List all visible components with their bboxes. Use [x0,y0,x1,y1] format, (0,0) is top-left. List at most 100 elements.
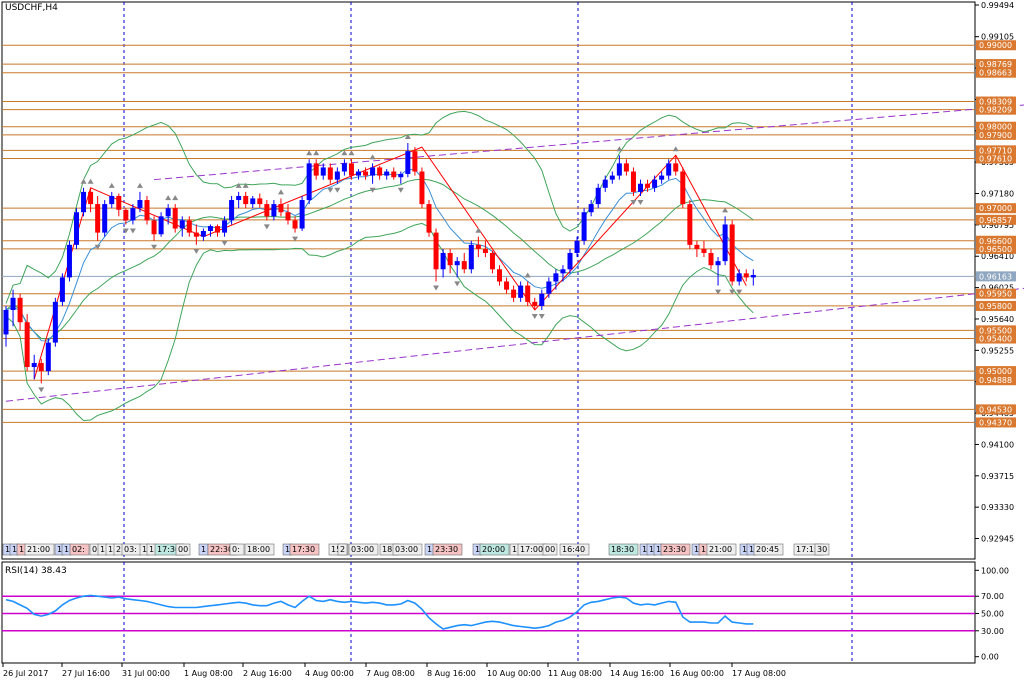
candle-body [229,200,235,221]
x-axis-tick-label: 31 Jul 00:00 [122,669,170,678]
x-axis-tick-label: 10 Aug 00:00 [487,669,541,678]
session-tag-label: 03:00 [351,545,374,554]
y-axis-tick-label: 0.95255 [981,346,1014,355]
session-tag [337,543,348,556]
fractal-down-arrow [454,281,461,287]
y-axis-tick-label: 0.92945 [981,535,1014,544]
price-level-label: 0.98769 [979,60,1012,69]
candle-body [645,183,651,188]
candle-body [250,198,256,205]
rsi-line [5,594,754,630]
session-tag-label: 0 [92,545,97,554]
rsi-y-axis-tick-label: 100.00 [981,566,1009,575]
price-level-label: 0.95500 [979,326,1012,335]
session-tag-label: 1 [5,545,10,554]
price-level-tag [976,153,1016,164]
fractal-down-arrow [531,314,538,320]
session-tag [660,543,691,556]
price-level-label: 0.96500 [979,245,1012,254]
x-axis-tick-label: 17 Aug 08:00 [732,669,786,678]
session-tag-label: 1 [100,545,105,554]
fractal-down-arrow [193,248,200,254]
fractal-down-arrow [327,187,334,193]
candle-body [66,244,72,278]
price-level-tag [976,325,1016,336]
zigzag-line [33,146,747,380]
x-axis-tick-label: 8 Aug 16:00 [427,669,476,678]
session-tag [608,543,639,556]
session-tag-label: 22:30 [210,545,233,554]
candle-body [257,198,263,205]
session-tag-label: 00 [178,545,188,554]
session-tag-label: 1 [57,545,62,554]
session-tag-label: 20:00 [482,545,505,554]
candle-body [701,248,707,253]
session-tag-label: 15: [331,545,344,554]
session-tag-label: 1 [742,545,747,554]
x-axis-tick-label: 16 Aug 00:00 [670,669,724,678]
price-level-label: 0.96857 [979,216,1012,225]
candle-body [137,200,143,209]
price-level-label: 0.94530 [979,405,1012,414]
session-tag [348,543,379,556]
session-tag [69,543,90,556]
session-tag [392,543,423,556]
price-level-tag [976,243,1016,254]
candle-body [588,204,594,213]
candle-body [384,171,390,176]
session-tag-label: 00 [545,545,555,554]
candle-body [102,204,108,233]
candle-body [567,252,573,270]
session-tag-label: 17:00 [520,545,543,554]
session-tag [559,543,590,556]
candle-body [405,151,411,174]
session-tag-label: 17:15 [796,545,819,554]
candle-body [715,261,721,266]
x-axis-tick-label: 7 Aug 08:00 [366,669,415,678]
candle-body [236,195,242,201]
candle-body [45,342,51,372]
candle-body [52,301,58,343]
price-level-tag [976,333,1016,344]
session-tag-label: 1 [642,545,647,554]
candle-body [694,244,700,249]
price-level-label: 0.97900 [979,131,1012,140]
price-level-label: 0.96600 [979,237,1012,246]
price-level-label: 0.98209 [979,106,1012,115]
fractal-down-arrow [538,314,545,320]
candle-body [532,301,538,306]
y-axis-tick-label: 0.93715 [981,472,1014,481]
candle-body [673,163,679,172]
session-tag-label: 17:30 [292,545,315,554]
candle-body [17,297,23,323]
candle-body [687,204,693,245]
session-tag-label: 1 [649,545,654,554]
fractal-up-arrow [108,182,115,188]
y-axis-tick-label: 0.99105 [981,33,1014,42]
rsi-y-axis-tick-label: 50.00 [981,610,1004,619]
price-level-tag [976,104,1016,115]
fractal-up-arrow [348,150,355,156]
candle-body [200,230,206,237]
candle-body [609,175,615,180]
candle-body [222,220,228,233]
x-axis-tick-label: 27 Jul 16:00 [62,669,110,678]
candle-body [95,204,101,233]
candle-body [264,204,270,217]
y-axis-tick-label: 0.93330 [981,503,1014,512]
candle-body [581,212,587,241]
candle-body [38,362,44,372]
bollinger-middle-line [5,178,754,340]
main-plot-frame [1,1,976,560]
candle-body [504,281,510,290]
candle-body [750,274,756,278]
fractal-down-arrow [94,244,101,250]
session-tag-label: 1 [512,545,517,554]
session-tag-label: 18:00 [247,545,270,554]
price-level-tag [976,300,1016,311]
fractal-up-arrow [87,178,94,184]
price-level-label: 0.99000 [979,41,1012,50]
rsi-y-axis-tick-label: 0.00 [981,653,999,662]
session-tag-label: 0: [232,545,240,554]
rsi-y-axis-tick-label: 30.00 [981,627,1004,636]
